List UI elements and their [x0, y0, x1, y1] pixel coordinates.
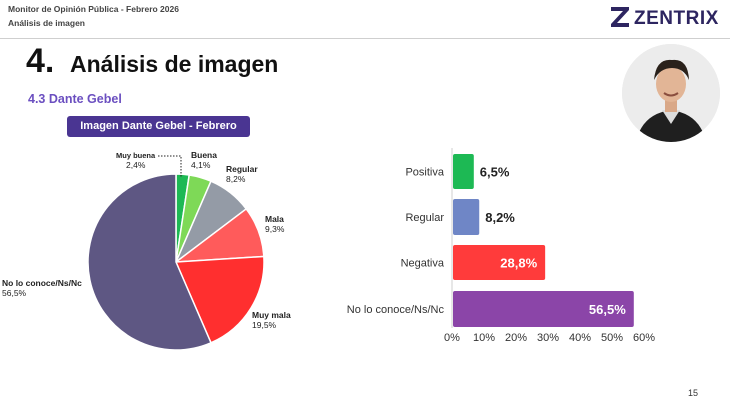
zentrix-logo-icon	[611, 7, 629, 27]
pie-leader-path	[158, 155, 182, 177]
page-title: Análisis de imagen	[70, 51, 279, 77]
page-number: 15	[688, 388, 699, 398]
pie-leader-line	[158, 155, 182, 177]
bar-x-tick-4: 30%	[537, 332, 559, 344]
report-title: Monitor de Opinión Pública - Febrero 202…	[8, 4, 179, 14]
bar-x-tick-2: 10%	[473, 332, 495, 344]
bar-x-tick-6: 50%	[601, 332, 623, 344]
page-subtitle: 4.3 Dante Gebel	[28, 92, 122, 106]
bar-category-4: No lo conoce/Ns/Nc	[347, 304, 445, 316]
bar-1	[453, 154, 474, 189]
pie-label-4: Mala	[265, 214, 284, 224]
pie-label-6: No lo conoce/Ns/Nc	[2, 278, 82, 288]
bar-value-2: 8,2%	[485, 210, 515, 225]
bar-category-2: Regular	[405, 212, 444, 224]
bar-category-3: Negativa	[401, 258, 445, 270]
pie-label-1: Muy buena	[116, 151, 156, 160]
bar-4	[453, 291, 634, 327]
section-number: 4.	[26, 42, 55, 80]
bar-2	[453, 199, 480, 235]
bar-x-tick-3: 20%	[505, 332, 527, 344]
pie-label-2: Buena	[191, 150, 217, 160]
pie-chart-title: Imagen Dante Gebel - Febrero 2026	[67, 116, 250, 153]
pie-value-2: 4,1%	[191, 160, 211, 170]
pie-value-5: 19,5%	[252, 320, 277, 330]
bar-3	[453, 245, 546, 280]
bar-x-tick-7: 60%	[633, 332, 655, 344]
bar-value-3: 28,8%	[500, 256, 537, 271]
candidate-photo-illustration	[622, 44, 720, 142]
pie-slice-5	[174, 255, 265, 344]
bar-value-1: 6,5%	[480, 165, 510, 180]
pie-value-3: 8,2%	[226, 174, 246, 184]
bar-chart: Positiva 6,5% Regular 8,2% Negativa 28,8% No l…	[347, 148, 655, 344]
report-section: Análisis de imagen	[8, 18, 85, 28]
zentrix-logo-text: ZENTRIX	[634, 8, 719, 29]
bar-x-tick-1: 0%	[444, 332, 460, 344]
bar-category-1: Positiva	[405, 167, 444, 179]
pie-slice-6	[87, 173, 212, 351]
candidate-photo	[622, 44, 720, 142]
header-divider	[0, 38, 730, 39]
bar-value-4: 56,5%	[589, 302, 626, 317]
pie-label-5: Muy mala	[252, 310, 291, 320]
pie-value-4: 9,3%	[265, 224, 285, 234]
pie-label-3: Regular	[226, 164, 258, 174]
zentrix-logo: ZENTRIX	[609, 4, 721, 32]
pie-value-1: 2,4%	[126, 160, 146, 170]
pie-value-6: 56,5%	[2, 288, 27, 298]
bar-x-tick-5: 40%	[569, 332, 591, 344]
